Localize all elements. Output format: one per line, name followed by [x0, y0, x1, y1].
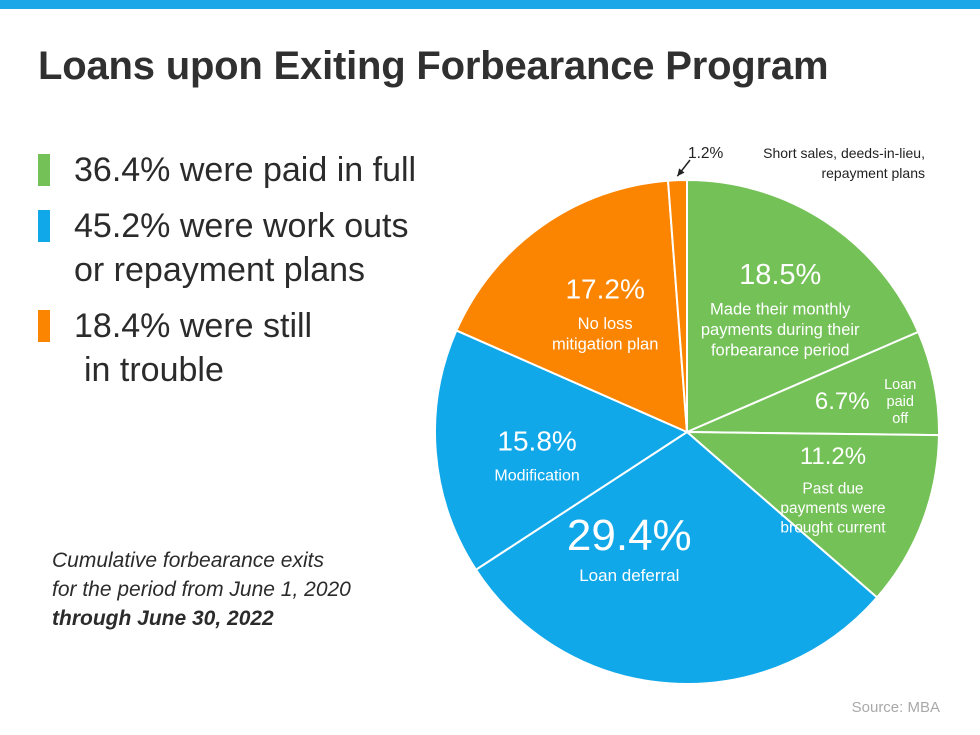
- legend-marker-green: [38, 154, 50, 186]
- pie-slice: [666, 178, 688, 433]
- slice-desc-label: No loss: [578, 315, 633, 333]
- pie-slice: [455, 179, 689, 434]
- slice-desc-label: forbearance period: [711, 341, 850, 359]
- legend-text: 18.4% were still: [74, 307, 313, 345]
- slice-desc-label: Loan: [884, 377, 916, 393]
- slice-percent-label: 17.2%: [565, 273, 644, 304]
- pie-slice: [684, 430, 940, 599]
- slice-desc-label: mitigation plan: [552, 335, 658, 353]
- legend-item-paid-in-full: 36.4% were paid in full: [38, 148, 478, 192]
- slice-percent-label: 15.8%: [497, 425, 576, 456]
- slice-desc-label: Made their monthly: [710, 300, 851, 318]
- slice-desc-label: brought current: [780, 519, 886, 536]
- slice-percent-label: 6.7%: [815, 388, 870, 415]
- pie-slice: [686, 178, 920, 434]
- slice-desc-label: off: [892, 411, 909, 427]
- slice-desc-label: Modification: [494, 467, 579, 484]
- pie-slices: [434, 178, 940, 685]
- legend-text: or repayment plans: [74, 251, 366, 289]
- slice-percent-label: 1.2%: [688, 145, 724, 162]
- slice-percent-label: 11.2%: [800, 443, 866, 470]
- pie-slice: [686, 330, 940, 437]
- legend-item-still-in-trouble: 18.4% were still in trouble: [38, 304, 478, 392]
- slice-percent-label: 18.5%: [739, 259, 821, 291]
- top-accent-bar: [0, 0, 980, 9]
- legend-text: 36.4% were paid in full: [74, 151, 417, 189]
- slice-desc-label: Past due: [802, 480, 863, 497]
- legend-text: 45.2% were work outs: [74, 207, 409, 245]
- footnote-line: Cumulative forbearance exits: [52, 549, 324, 572]
- callout-arrowhead: [677, 168, 685, 177]
- pie-slice: [474, 430, 879, 685]
- pie-slice: [434, 329, 690, 572]
- slice-desc-label: repayment plans: [821, 165, 925, 181]
- source-note: Source: MBA: [851, 699, 940, 716]
- footnote-line-bold: through June 30, 2022: [52, 607, 274, 630]
- legend-text: in trouble: [84, 351, 224, 389]
- slice-desc-label: payments during their: [701, 321, 860, 339]
- footnote: Cumulative forbearance exits for the per…: [52, 546, 432, 633]
- legend-marker-orange: [38, 310, 50, 342]
- slice-desc-label: Loan deferral: [579, 566, 679, 585]
- slice-desc-label: Short sales, deeds-in-lieu,: [763, 145, 925, 161]
- chart-title: Loans upon Exiting Forbearance Program: [38, 44, 829, 88]
- legend-marker-blue: [38, 210, 50, 242]
- pie-labels: 18.5% Made their monthly payments during t…: [494, 145, 925, 585]
- footnote-line: for the period from June 1, 2020: [52, 578, 351, 601]
- slice-desc-label: paid: [887, 394, 914, 410]
- slice-percent-label: 29.4%: [567, 511, 692, 560]
- slice-desc-label: payments were: [780, 500, 885, 517]
- legend: 36.4% were paid in full 45.2% were work …: [38, 148, 478, 404]
- legend-item-work-outs: 45.2% were work outs or repayment plans: [38, 204, 478, 292]
